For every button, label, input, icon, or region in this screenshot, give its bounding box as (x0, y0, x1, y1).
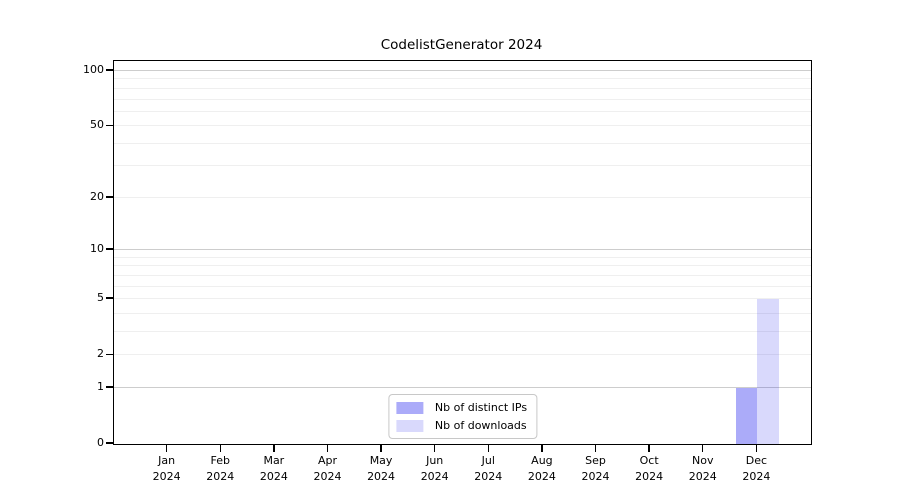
y-tick-mark (106, 69, 113, 71)
y-tick-label: 50 (90, 118, 104, 132)
gridline-minor (114, 98, 811, 100)
y-tick-label: 20 (90, 189, 104, 203)
x-tick-mark (702, 444, 704, 452)
x-tick-mark (487, 444, 489, 452)
plot-area: Nb of distinct IPs Nb of downloads (113, 60, 812, 445)
x-tick-mark (648, 444, 650, 452)
gridline-minor (114, 330, 811, 332)
x-tick-label: Feb 2024 (206, 454, 235, 483)
legend-item-distinct-ips: Nb of distinct IPs (395, 401, 528, 414)
y-tick-mark (106, 442, 113, 444)
x-tick-label: Sep 2024 (581, 454, 610, 483)
y-tick-label: 2 (97, 347, 104, 361)
x-tick-mark (594, 444, 597, 452)
legend-swatch-distinct-ips-icon (395, 401, 423, 414)
x-tick-label: Jan 2024 (152, 454, 181, 483)
gridline-major (114, 249, 811, 251)
bar-distinct-ips-dec (735, 387, 758, 444)
y-tick-label: 0 (97, 436, 104, 449)
x-tick-label: Mar 2024 (259, 454, 288, 483)
x-tick-mark (165, 444, 168, 452)
gridline-major (114, 386, 811, 388)
x-tick-label: Apr 2024 (313, 454, 342, 483)
y-tick-mark (106, 297, 113, 299)
legend-label-downloads: Nb of downloads (434, 419, 527, 432)
x-tick-label: Jun 2024 (420, 454, 449, 483)
gridline-minor (114, 125, 811, 127)
chart-title: CodelistGenerator 2024 (380, 37, 543, 53)
legend-item-downloads: Nb of downloads (395, 419, 527, 432)
gridline-minor (114, 274, 811, 276)
y-tick-mark (106, 124, 113, 126)
x-tick-mark (433, 444, 436, 452)
legend-swatch-downloads-icon (395, 419, 423, 432)
gridline-major (114, 70, 811, 71)
y-tick-mark (106, 248, 113, 250)
x-tick-mark (755, 444, 758, 452)
x-tick-mark (219, 444, 221, 452)
gridline-minor (114, 285, 811, 287)
gridline-minor (114, 78, 811, 80)
gridline-minor (114, 110, 811, 112)
y-tick-label: 1 (97, 379, 104, 393)
x-tick-mark (380, 444, 382, 452)
gridline-minor (114, 196, 811, 198)
y-tick-mark (106, 353, 113, 355)
gridline-minor (114, 165, 811, 167)
x-tick-mark (326, 444, 329, 452)
y-tick-mark (106, 196, 113, 198)
bar-downloads-dec (757, 299, 779, 444)
x-tick-mark (273, 444, 275, 452)
gridline-minor (114, 87, 811, 89)
legend-label-distinct-ips: Nb of distinct IPs (434, 401, 528, 414)
y-tick-label: 100 (83, 63, 104, 76)
x-tick-label: May 2024 (367, 454, 396, 483)
x-tick-label: Jul 2024 (474, 454, 503, 483)
legend: Nb of distinct IPs Nb of downloads (387, 394, 538, 439)
x-tick-label: Aug 2024 (527, 454, 556, 483)
gridline-minor (114, 142, 811, 144)
y-tick-mark (106, 386, 113, 388)
gridline-minor (114, 265, 811, 267)
gridline-minor (114, 256, 811, 258)
x-tick-mark (541, 444, 543, 452)
y-tick-label: 5 (97, 291, 104, 305)
x-tick-label: Oct 2024 (635, 454, 664, 483)
x-tick-label: Dec 2024 (742, 454, 771, 483)
gridline-minor (114, 354, 811, 356)
gridline-minor (114, 298, 811, 300)
gridline-minor (114, 312, 811, 314)
y-tick-label: 10 (90, 242, 104, 256)
x-tick-label: Nov 2024 (688, 454, 717, 483)
